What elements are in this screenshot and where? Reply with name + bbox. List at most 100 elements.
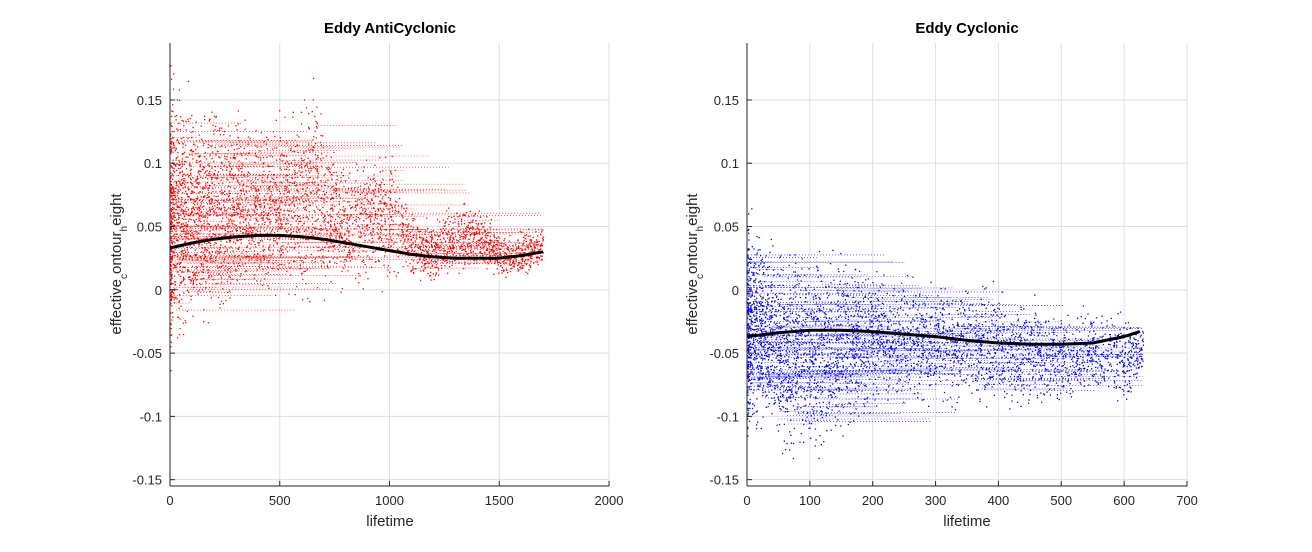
- anticyclonic-scatter-point: [173, 160, 174, 161]
- anticyclonic-scatter-point: [177, 130, 178, 131]
- anticyclonic-scatter-point: [306, 107, 307, 108]
- anticyclonic-scatter-point: [347, 192, 348, 193]
- anticyclonic-scatter-point: [225, 251, 226, 252]
- anticyclonic-scatter-point: [341, 237, 342, 238]
- anticyclonic-scatter-point: [185, 191, 186, 192]
- anticyclonic-scatter-point: [242, 211, 243, 212]
- anticyclonic-scatter-point: [263, 211, 264, 212]
- anticyclonic-scatter-point: [352, 223, 353, 224]
- anticyclonic-scatter-point: [245, 129, 246, 130]
- anticyclonic-scatter-point: [235, 157, 236, 158]
- anticyclonic-scatter-point: [274, 136, 275, 137]
- anticyclonic-scatter-point: [241, 253, 242, 254]
- anticyclonic-scatter-point: [260, 157, 261, 158]
- anticyclonic-scatter-point: [405, 211, 406, 212]
- anticyclonic-scatter-point: [174, 242, 175, 243]
- cyclonic-scatter-point: [995, 312, 996, 313]
- cyclonic-scatter-point: [1129, 376, 1130, 377]
- anticyclonic-scatter-point: [444, 265, 445, 266]
- anticyclonic-scatter-point: [182, 161, 183, 162]
- anticyclonic-scatter-point: [214, 203, 215, 204]
- cyclonic-scatter-point: [843, 291, 844, 292]
- anticyclonic-scatter-point: [526, 241, 527, 242]
- anticyclonic-scatter-point: [368, 177, 369, 178]
- anticyclonic-scatter-point: [529, 235, 530, 236]
- anticyclonic-scatter-point: [217, 204, 218, 205]
- anticyclonic-scatter-point: [200, 205, 201, 206]
- anticyclonic-scatter-point: [427, 261, 428, 262]
- anticyclonic-scatter-point: [438, 275, 439, 276]
- anticyclonic-scatter-point: [269, 171, 270, 172]
- anticyclonic-scatter-point: [344, 219, 345, 220]
- anticyclonic-scatter-point: [227, 249, 228, 250]
- anticyclonic-scatter-point: [204, 187, 205, 188]
- anticyclonic-scatter-point: [298, 170, 299, 171]
- anticyclonic-scatter-point: [224, 253, 225, 254]
- anticyclonic-scatter-point: [187, 254, 188, 255]
- anticyclonic-scatter-point: [294, 206, 295, 207]
- anticyclonic-scatter-point: [366, 218, 367, 219]
- cyclonic-scatter-point: [910, 359, 911, 360]
- cyclonic-scatter-point: [1001, 340, 1002, 341]
- anticyclonic-scatter-point: [379, 201, 380, 202]
- anticyclonic-scatter-point: [314, 184, 315, 185]
- anticyclonic-scatter-point: [438, 236, 439, 237]
- anticyclonic-scatter-point: [205, 217, 206, 218]
- cyclonic-scatter-point: [1072, 334, 1073, 335]
- anticyclonic-scatter-point: [229, 199, 230, 200]
- anticyclonic-scatter-point: [223, 205, 224, 206]
- anticyclonic-scatter-point: [361, 233, 362, 234]
- anticyclonic-scatter-point: [276, 187, 277, 188]
- anticyclonic-scatter-point: [182, 250, 183, 251]
- anticyclonic-scatter-point: [269, 239, 270, 240]
- anticyclonic-scatter-point: [312, 217, 313, 218]
- anticyclonic-scatter-point: [388, 209, 389, 210]
- anticyclonic-scatter-point: [221, 128, 222, 129]
- anticyclonic-scatter-point: [531, 242, 532, 243]
- anticyclonic-scatter-point: [302, 279, 303, 280]
- anticyclonic-scatter-point: [336, 230, 337, 231]
- anticyclonic-scatter-point: [251, 227, 252, 228]
- anticyclonic-scatter-point: [308, 177, 309, 178]
- anticyclonic-scatter-point: [498, 264, 499, 265]
- anticyclonic-scatter-point: [198, 290, 199, 291]
- anticyclonic-scatter-point: [192, 191, 193, 192]
- anticyclonic-scatter-point: [228, 226, 229, 227]
- anticyclonic-scatter-point: [341, 251, 342, 252]
- cyclonic-scatter-point: [1044, 363, 1045, 364]
- anticyclonic-scatter-point: [228, 125, 229, 126]
- anticyclonic-scatter-point: [314, 116, 315, 117]
- anticyclonic-scatter-point: [367, 230, 368, 231]
- anticyclonic-scatter-point: [178, 274, 179, 275]
- anticyclonic-scatter-point: [407, 227, 408, 228]
- anticyclonic-scatter-point: [368, 187, 369, 188]
- anticyclonic-scatter-point: [217, 130, 218, 131]
- anticyclonic-scatter-point: [348, 236, 349, 237]
- anticyclonic-scatter-point: [364, 240, 365, 241]
- anticyclonic-scatter-point: [365, 209, 366, 210]
- cyclonic-scatter-point: [1057, 398, 1058, 399]
- anticyclonic-scatter-point: [281, 264, 282, 265]
- anticyclonic-scatter-point: [505, 277, 506, 278]
- anticyclonic-scatter-point: [315, 220, 316, 221]
- cyclonic-scatter-point: [964, 361, 965, 362]
- cyclonic-scatter-point: [843, 435, 844, 436]
- anticyclonic-scatter-point: [429, 262, 430, 263]
- anticyclonic-scatter-point: [324, 220, 325, 221]
- anticyclonic-scatter-point: [476, 231, 477, 232]
- anticyclonic-scatter-point: [184, 231, 185, 232]
- anticyclonic-scatter-point: [208, 144, 209, 145]
- anticyclonic-scatter-point: [305, 207, 306, 208]
- anticyclonic-scatter-point: [315, 261, 316, 262]
- anticyclonic-scatter-point: [518, 248, 519, 249]
- anticyclonic-scatter-point: [184, 164, 185, 165]
- cyclonic-scatter-point: [1014, 324, 1015, 325]
- anticyclonic-scatter-point: [436, 264, 437, 265]
- anticyclonic-scatter-point: [313, 99, 314, 100]
- anticyclonic-scatter-point: [304, 99, 305, 100]
- anticyclonic-scatter-point: [420, 270, 421, 271]
- anticyclonic-scatter-point: [428, 254, 429, 255]
- anticyclonic-scatter-point: [338, 212, 339, 213]
- cyclonic-scatter-point: [810, 380, 811, 381]
- anticyclonic-scatter-point: [441, 243, 442, 244]
